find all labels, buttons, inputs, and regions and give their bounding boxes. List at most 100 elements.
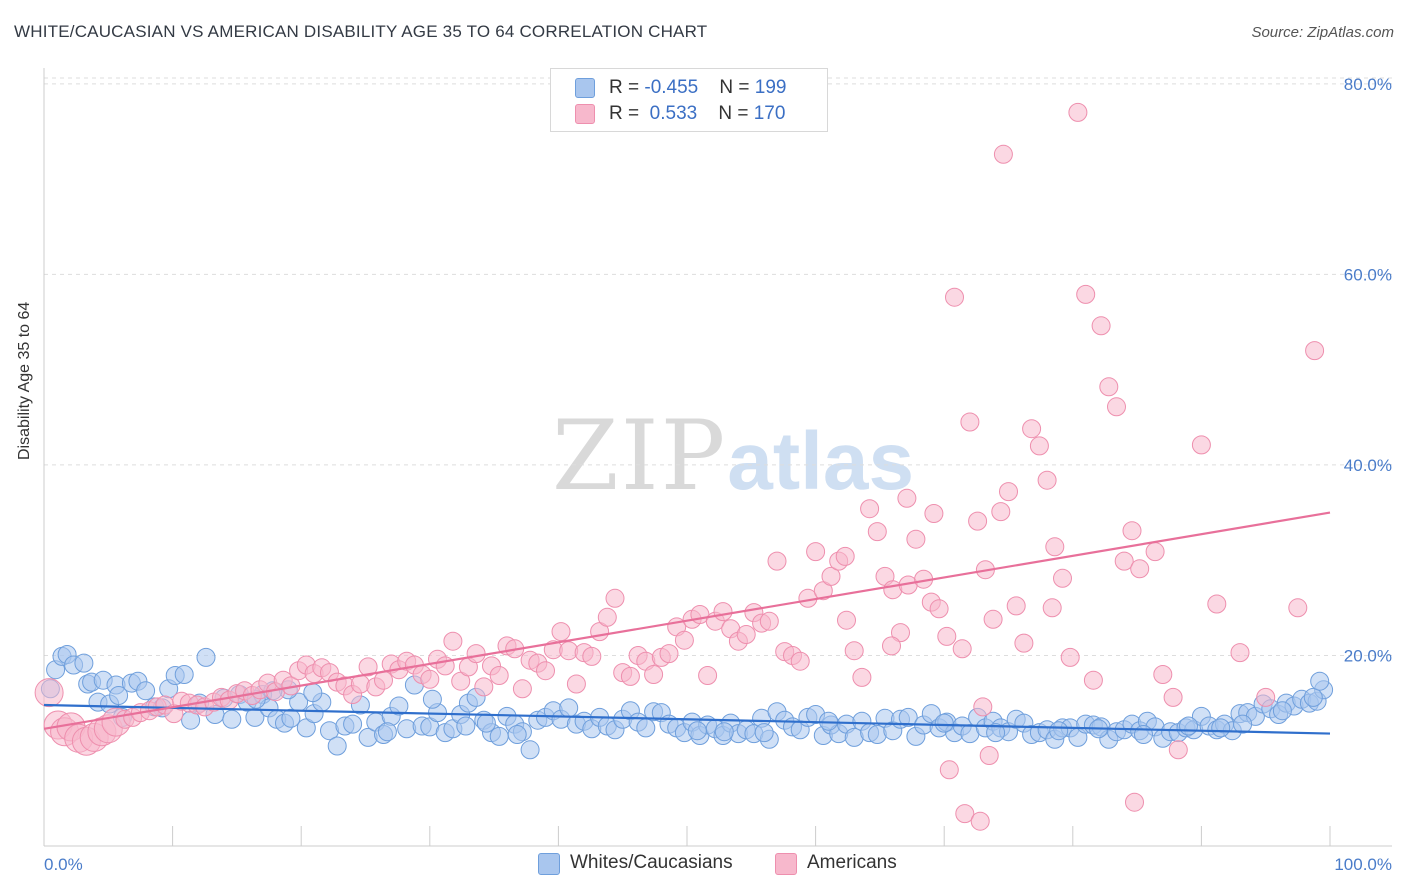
- point-americans: [1163, 687, 1183, 707]
- point-americans: [1305, 341, 1325, 361]
- point-whites: [898, 707, 918, 727]
- legend-swatch-americans: [575, 104, 595, 124]
- point-americans: [597, 607, 617, 627]
- point-whites: [397, 719, 417, 739]
- legend-text-americans: R = 0.533 N = 170: [609, 103, 786, 124]
- point-whites: [559, 698, 579, 718]
- x-tick-label-max: 100.0%: [1334, 855, 1392, 874]
- point-americans: [929, 599, 949, 619]
- legend-r-value-whites: -0.455: [644, 77, 699, 98]
- point-americans: [867, 522, 887, 542]
- point-whites: [520, 740, 540, 760]
- point-americans: [1037, 470, 1057, 490]
- point-whites: [281, 708, 301, 728]
- point-americans: [1114, 551, 1134, 571]
- watermark-zip: ZIP: [552, 400, 728, 512]
- point-americans: [605, 588, 625, 608]
- source-label: Source: ZipAtlas.com: [1251, 24, 1394, 41]
- legend-n-value-whites: 199: [754, 77, 787, 98]
- y-tick-label: 60.0%: [1344, 265, 1392, 284]
- point-americans: [1145, 542, 1165, 562]
- trend-line-americans: [43, 511, 1331, 730]
- point-americans: [1022, 419, 1042, 439]
- bottom-legend-swatch-americans: [775, 853, 797, 875]
- point-americans: [1130, 559, 1150, 579]
- point-whites: [422, 689, 442, 709]
- point-whites: [377, 722, 397, 742]
- point-americans: [939, 760, 959, 780]
- point-americans: [1091, 316, 1111, 336]
- point-americans: [644, 665, 664, 684]
- bottom-legend-label-whites: Whites/Caucasians: [570, 852, 733, 873]
- point-americans: [374, 670, 393, 690]
- chart-title: WHITE/CAUCASIAN VS AMERICAN DISABILITY A…: [14, 22, 708, 41]
- legend-swatch-whites: [575, 78, 595, 98]
- point-americans: [659, 644, 679, 664]
- point-americans: [512, 679, 532, 699]
- point-americans: [582, 646, 602, 666]
- bottom-legend-swatch-whites: [538, 853, 560, 875]
- axes: [43, 68, 1392, 847]
- point-whites: [327, 736, 347, 756]
- point-americans: [844, 641, 864, 661]
- point-whites: [934, 713, 954, 733]
- point-americans: [960, 412, 980, 432]
- point-americans: [34, 678, 64, 708]
- point-whites: [687, 721, 707, 741]
- point-americans: [1014, 633, 1034, 653]
- point-americans: [983, 609, 1003, 629]
- point-americans: [698, 666, 718, 685]
- point-americans: [1083, 670, 1103, 690]
- point-americans: [806, 542, 826, 562]
- point-americans: [1168, 740, 1188, 760]
- point-americans: [474, 677, 494, 697]
- point-whites: [636, 718, 656, 738]
- point-americans: [1029, 436, 1049, 456]
- point-americans: [1191, 435, 1211, 455]
- point-americans: [759, 611, 779, 631]
- point-whites: [389, 696, 409, 716]
- point-americans: [1107, 397, 1126, 417]
- point-americans: [551, 622, 571, 642]
- point-whites: [986, 723, 1006, 743]
- point-whites: [303, 683, 323, 703]
- point-americans: [1153, 665, 1173, 684]
- point-americans: [674, 630, 694, 650]
- point-americans: [420, 669, 440, 689]
- y-tick-label: 20.0%: [1344, 646, 1392, 665]
- point-whites: [489, 726, 509, 746]
- point-whites: [136, 681, 156, 701]
- point-whites: [1310, 671, 1330, 691]
- point-americans: [1042, 598, 1062, 618]
- x-tick-label-min: 0.0%: [44, 855, 83, 874]
- point-americans: [1256, 687, 1276, 707]
- point-whites: [1303, 687, 1323, 707]
- point-americans: [991, 502, 1011, 522]
- point-whites: [196, 647, 216, 667]
- point-americans: [882, 636, 901, 656]
- point-whites: [1049, 721, 1069, 741]
- point-americans: [1076, 284, 1096, 304]
- legend-n-value-americans: 170: [753, 103, 786, 124]
- point-americans: [1122, 521, 1142, 541]
- point-americans: [1060, 647, 1080, 667]
- point-americans: [1288, 598, 1308, 618]
- point-americans: [821, 566, 841, 586]
- point-americans: [924, 504, 944, 523]
- correlation-legend: R = -0.455 N = 199 R = 0.533 N = 170: [550, 68, 828, 132]
- point-americans: [1053, 568, 1072, 588]
- legend-r-value-americans: 0.533: [644, 103, 698, 124]
- point-americans: [891, 623, 910, 643]
- point-americans: [897, 488, 917, 508]
- point-americans: [993, 144, 1013, 164]
- point-americans: [973, 697, 993, 717]
- point-whites: [1179, 716, 1198, 736]
- point-whites: [456, 716, 476, 736]
- trend-lines: [43, 511, 1331, 735]
- point-americans: [736, 625, 756, 644]
- tick-labels: 20.0% 40.0% 60.0% 80.0% 0.0% 100.0%: [44, 75, 1392, 874]
- point-americans: [620, 666, 640, 686]
- point-whites: [174, 665, 194, 684]
- point-whites: [1272, 701, 1292, 721]
